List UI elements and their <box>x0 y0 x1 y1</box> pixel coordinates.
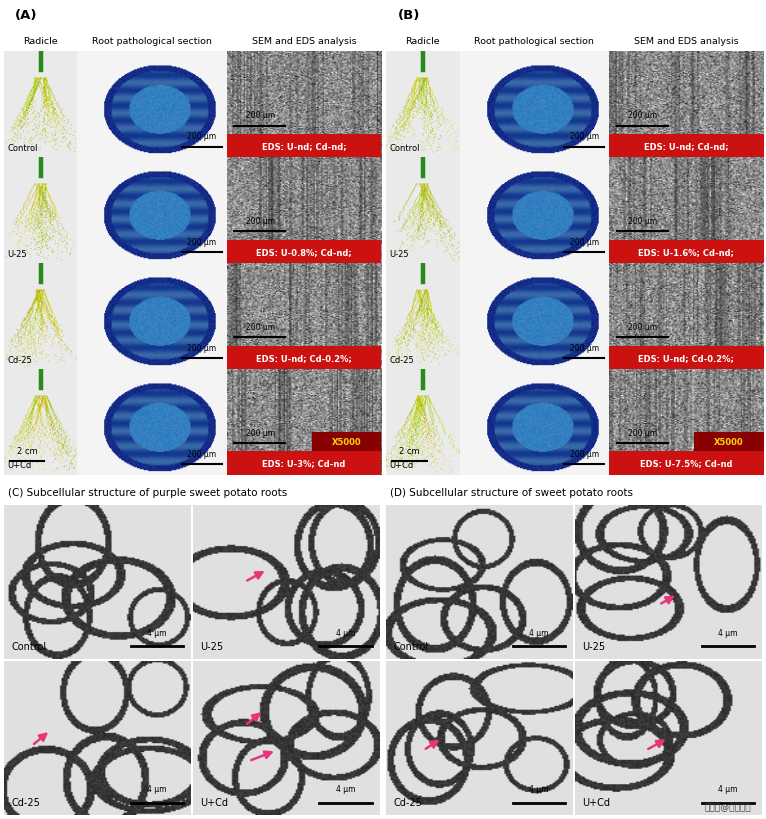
Bar <box>609 346 764 369</box>
Text: U-25: U-25 <box>8 250 27 259</box>
Text: 200 μm: 200 μm <box>188 132 217 141</box>
Text: Control: Control <box>394 641 429 651</box>
Text: EDS: U-nd; Cd-0.2%;: EDS: U-nd; Cd-0.2%; <box>256 353 352 362</box>
Text: 200 μm: 200 μm <box>188 449 217 458</box>
Text: 200 μm: 200 μm <box>570 449 599 458</box>
Bar <box>609 241 764 264</box>
Text: EDS: U-nd; Cd-0.2%;: EDS: U-nd; Cd-0.2%; <box>638 353 735 362</box>
Text: U+Cd: U+Cd <box>8 461 31 470</box>
Text: 200 μm: 200 μm <box>188 238 217 247</box>
Text: 200 μm: 200 μm <box>246 111 275 120</box>
Text: 200 μm: 200 μm <box>628 323 657 332</box>
Bar <box>609 452 764 475</box>
Text: EDS: U-7.5%; Cd-nd: EDS: U-7.5%; Cd-nd <box>640 459 732 468</box>
Text: Cd-25: Cd-25 <box>8 355 32 364</box>
Text: 4 μm: 4 μm <box>529 785 548 794</box>
Text: SEM and EDS analysis: SEM and EDS analysis <box>252 38 356 46</box>
Text: 200 μm: 200 μm <box>628 217 657 226</box>
Text: X5000: X5000 <box>714 438 744 446</box>
Text: Cd-25: Cd-25 <box>11 797 40 808</box>
Text: (A): (A) <box>15 9 38 22</box>
Text: U+Cd: U+Cd <box>390 461 414 470</box>
Text: (B): (B) <box>398 9 420 22</box>
Text: 200 μm: 200 μm <box>246 428 275 437</box>
Bar <box>312 432 381 452</box>
Text: EDS: U-0.8%; Cd-nd;: EDS: U-0.8%; Cd-nd; <box>256 247 352 256</box>
Text: Cd-25: Cd-25 <box>394 797 422 808</box>
Text: 4 μm: 4 μm <box>718 785 738 794</box>
Bar <box>227 346 381 369</box>
Text: 2 cm: 2 cm <box>399 446 420 455</box>
Bar <box>694 432 764 452</box>
Text: 4 μm: 4 μm <box>336 628 355 637</box>
Text: U-25: U-25 <box>582 641 605 651</box>
Bar <box>227 452 381 475</box>
Text: Root pathological section: Root pathological section <box>92 38 212 46</box>
Text: (C) Subcellular structure of purple sweet potato roots: (C) Subcellular structure of purple swee… <box>8 487 286 497</box>
Text: 4 μm: 4 μm <box>718 628 738 637</box>
Text: EDS: U-1.6%; Cd-nd;: EDS: U-1.6%; Cd-nd; <box>638 247 735 256</box>
Text: 4 μm: 4 μm <box>529 628 548 637</box>
Text: SEM and EDS analysis: SEM and EDS analysis <box>634 38 738 46</box>
Text: 200 μm: 200 μm <box>570 238 599 247</box>
Text: 200 μm: 200 μm <box>246 323 275 332</box>
Text: Cd-25: Cd-25 <box>390 355 414 364</box>
Text: U+Cd: U+Cd <box>200 797 228 808</box>
Text: 4 μm: 4 μm <box>147 628 166 637</box>
Bar <box>227 241 381 264</box>
Text: EDS: U-3%; Cd-nd: EDS: U-3%; Cd-nd <box>263 459 345 468</box>
Text: U-25: U-25 <box>390 250 409 259</box>
Text: Purple sweet potato: Purple sweet potato <box>113 8 273 23</box>
Text: Root pathological section: Root pathological section <box>474 38 594 46</box>
Text: (D) Subcellular structure of sweet potato roots: (D) Subcellular structure of sweet potat… <box>390 487 633 497</box>
Text: 200 μm: 200 μm <box>628 428 657 437</box>
Text: EDS: U-nd; Cd-nd;: EDS: U-nd; Cd-nd; <box>262 142 346 151</box>
Text: 200 μm: 200 μm <box>188 343 217 352</box>
Text: U+Cd: U+Cd <box>582 797 611 808</box>
Text: 2 cm: 2 cm <box>17 446 38 455</box>
Text: 200 μm: 200 μm <box>570 343 599 352</box>
Text: Radicle: Radicle <box>405 38 440 46</box>
Text: U-25: U-25 <box>200 641 223 651</box>
Text: X5000: X5000 <box>332 438 362 446</box>
Text: 4 μm: 4 μm <box>147 785 166 794</box>
Text: Sweet potato: Sweet potato <box>522 8 627 23</box>
Text: Radicle: Radicle <box>23 38 58 46</box>
Text: 200 μm: 200 μm <box>628 111 657 120</box>
Text: 200 μm: 200 μm <box>570 132 599 141</box>
Text: Control: Control <box>390 144 421 153</box>
Text: 搜狐号@欧易生物: 搜狐号@欧易生物 <box>705 803 751 811</box>
Text: 200 μm: 200 μm <box>246 217 275 226</box>
Bar <box>227 135 381 158</box>
Text: Control: Control <box>8 144 38 153</box>
Bar <box>609 135 764 158</box>
Text: 4 μm: 4 μm <box>336 785 355 794</box>
Text: Control: Control <box>11 641 47 651</box>
Text: EDS: U-nd; Cd-nd;: EDS: U-nd; Cd-nd; <box>644 142 728 151</box>
